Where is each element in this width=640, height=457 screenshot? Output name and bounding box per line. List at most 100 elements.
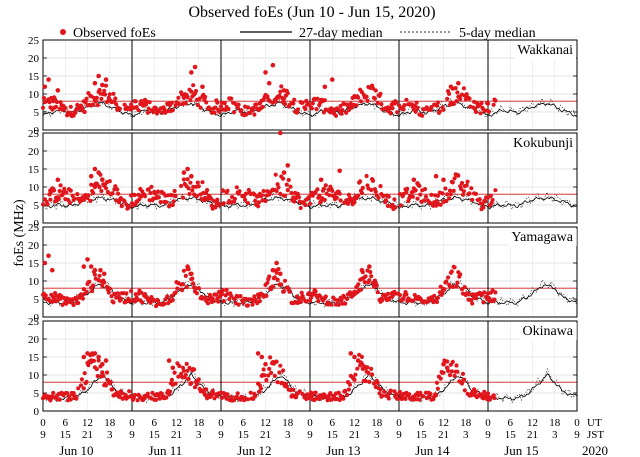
station-panels: 0 5 10 15 20 25 Wakkanai 0 5 10 15 20 25 Kokubunji 0 5 1… (28, 35, 578, 418)
observed-point (454, 99, 459, 104)
observed-point (82, 109, 87, 115)
observed-point (410, 194, 415, 199)
observed-point (46, 253, 51, 259)
observed-point (367, 379, 372, 384)
observed-point (473, 389, 478, 394)
observed-point (367, 278, 372, 283)
observed-point (300, 392, 305, 397)
observed-point (397, 293, 402, 298)
legend-observed-label: Observed foEs (73, 26, 156, 41)
observed-point (52, 188, 57, 193)
observed-point (469, 186, 474, 191)
observed-point (255, 194, 260, 199)
observed-point (438, 202, 443, 207)
observed-point (352, 200, 357, 205)
observed-point (145, 110, 150, 115)
observed-point (447, 373, 453, 378)
observed-point (422, 187, 428, 192)
observed-point (181, 368, 186, 373)
observed-point (358, 287, 364, 292)
observed-point (91, 190, 96, 196)
observed-point (88, 198, 93, 204)
ut-tick-label: 0 (574, 417, 580, 429)
observed-point (434, 199, 440, 204)
observed-point (373, 88, 378, 93)
observed-point (447, 91, 452, 96)
observed-point (46, 77, 51, 82)
observed-point (274, 260, 279, 266)
median27-series (42, 283, 578, 306)
observed-point (221, 299, 226, 304)
observed-point (214, 292, 219, 297)
observed-point (380, 298, 385, 303)
observed-point (99, 188, 104, 194)
observed-point (177, 102, 182, 107)
jst-tick-label: 15 (505, 429, 517, 441)
observed-point (195, 102, 200, 108)
observed-point (176, 374, 181, 379)
y-axis-label: foEs (MHz) (12, 199, 27, 267)
observed-point (40, 105, 46, 110)
ut-tick-label: 6 (330, 417, 336, 429)
observed-point (433, 173, 439, 179)
ut-tick-label: 0 (129, 417, 135, 429)
observed-point (103, 83, 109, 88)
observed-point (413, 188, 418, 193)
observed-point (276, 185, 281, 190)
observed-point (336, 302, 341, 307)
observed-point (40, 202, 46, 207)
observed-point (279, 84, 284, 89)
observed-point (107, 92, 112, 97)
observed-point (172, 370, 177, 375)
observed-point (485, 101, 491, 106)
observed-point (300, 100, 305, 105)
observed-point (225, 188, 230, 193)
observed-point (279, 282, 284, 287)
observed-point (363, 365, 368, 371)
observed-point (345, 296, 350, 302)
observed-point (215, 197, 220, 202)
observed-point (192, 367, 197, 372)
observed-point (186, 186, 191, 191)
observed-point (84, 379, 89, 384)
observed-point (435, 100, 440, 105)
observed-point (385, 291, 390, 296)
observed-point (147, 100, 152, 105)
ut-tick-label: 18 (371, 417, 383, 429)
observed-point (444, 199, 449, 204)
y-tick-label: 15 (28, 258, 40, 270)
observed-point (278, 89, 283, 94)
observed-point (71, 391, 76, 396)
panel-frame (42, 320, 578, 412)
observed-point (129, 289, 134, 294)
observed-point (215, 100, 220, 105)
observed-point (243, 197, 248, 202)
observed-point (250, 302, 255, 307)
observed-point (79, 105, 84, 110)
observed-point (94, 367, 99, 372)
observed-point (364, 173, 369, 179)
observed-point (252, 294, 257, 299)
observed-point (437, 109, 442, 114)
observed-point (337, 191, 342, 196)
observed-point (127, 389, 132, 394)
observed-point (493, 188, 498, 193)
observed-point (359, 190, 364, 196)
observed-point (459, 186, 464, 192)
observed-point (185, 95, 190, 100)
station-label-background (519, 323, 577, 340)
observed-point (113, 96, 118, 101)
observed-point (277, 370, 282, 375)
observed-point (185, 177, 190, 182)
observed-point (180, 288, 185, 293)
panel-frame (42, 39, 578, 131)
observed-point (135, 398, 140, 403)
observed-point (123, 392, 128, 397)
observed-point (128, 299, 133, 304)
observed-point (85, 257, 90, 262)
jst-tick-label: 21 (349, 429, 360, 441)
observed-point (369, 366, 374, 371)
observed-point (318, 177, 324, 183)
observed-point (358, 179, 363, 184)
observed-point (465, 179, 470, 184)
